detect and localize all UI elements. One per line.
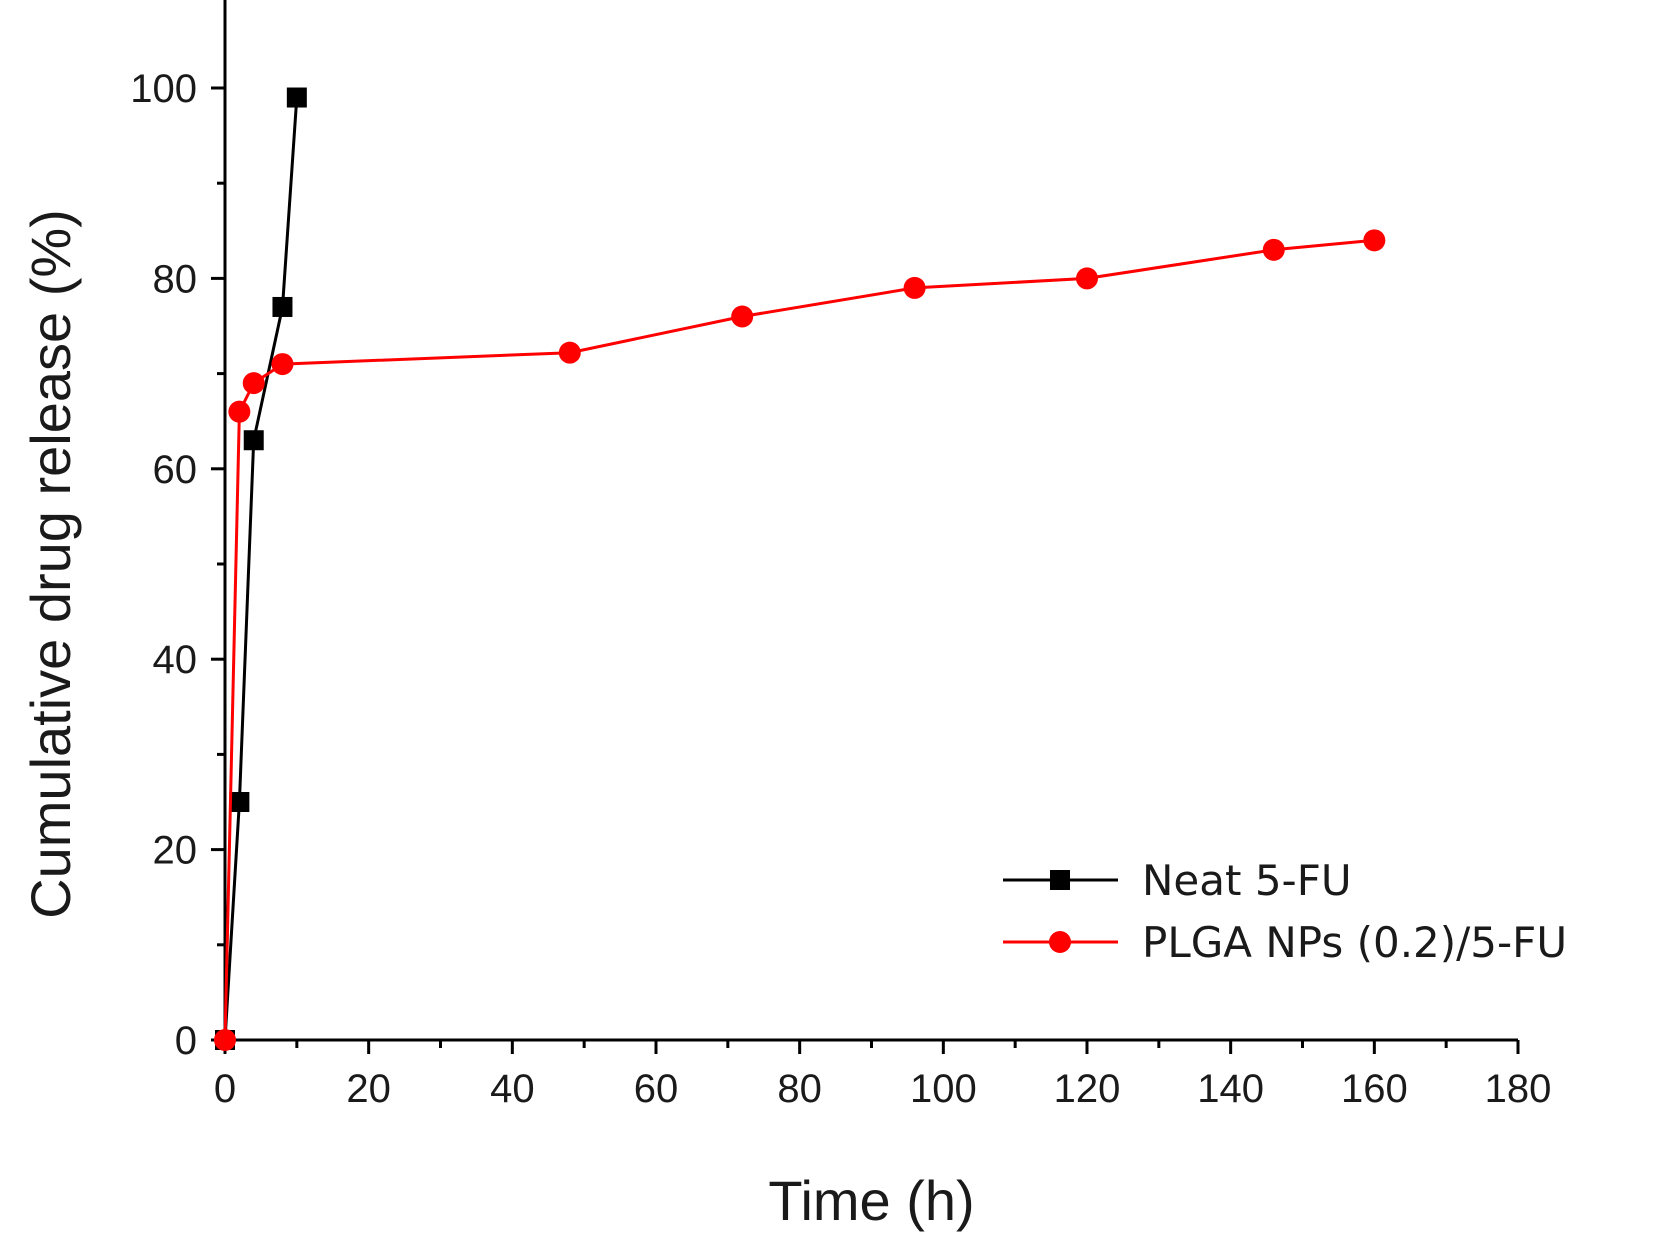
legend: Neat 5-FU PLGA NPs (0.2)/5-FU <box>1003 856 1567 967</box>
x-tick-label: 60 <box>634 1067 679 1111</box>
data-point <box>272 296 293 317</box>
y-tick-label: 80 <box>153 257 198 301</box>
data-point <box>558 341 581 364</box>
y-tick-label: 40 <box>153 638 198 682</box>
x-tick-label: 20 <box>346 1067 391 1111</box>
data-point <box>228 400 251 423</box>
y-tick-label: 20 <box>153 829 198 873</box>
series-line <box>223 238 1375 1041</box>
data-point <box>242 372 265 395</box>
legend-item: Neat 5-FU <box>1003 856 1352 905</box>
x-tick-label: 100 <box>910 1067 977 1111</box>
x-tick-label: 40 <box>490 1067 535 1111</box>
y-tick-label: 0 <box>175 1019 197 1063</box>
y-axis-title: Cumulative drug release (%) <box>19 209 82 919</box>
legend-label: PLGA NPs (0.2)/5-FU <box>1142 918 1567 967</box>
x-tick-label: 120 <box>1054 1067 1121 1111</box>
data-point <box>229 792 250 812</box>
data-point <box>731 305 754 328</box>
x-tick-label: 160 <box>1341 1067 1408 1111</box>
data-point <box>271 353 294 376</box>
legend-marker <box>1050 870 1070 890</box>
y-tick-label: 60 <box>153 448 198 492</box>
data-point <box>243 430 264 451</box>
data-point <box>1262 238 1285 261</box>
x-tick-label: 140 <box>1197 1067 1264 1111</box>
legend-item: PLGA NPs (0.2)/5-FU <box>1003 918 1567 967</box>
data-point <box>286 87 307 108</box>
data-point <box>903 276 926 299</box>
axes: 0 20 40 60 80 100 120 140 160 180 0 20 40 60 80 100 <box>130 0 1551 1111</box>
series-2 <box>214 229 1386 1051</box>
x-tick-label: 0 <box>214 1067 236 1111</box>
x-tick-label: 80 <box>777 1067 822 1111</box>
x-axis-title: Time (h) <box>768 1169 974 1232</box>
legend-marker <box>1049 931 1071 953</box>
data-point <box>214 1029 236 1051</box>
series-layer <box>214 87 1386 1051</box>
y-tick-label: 100 <box>130 67 197 111</box>
data-point <box>1363 229 1386 252</box>
x-tick-label: 180 <box>1485 1067 1552 1111</box>
legend-label: Neat 5-FU <box>1142 856 1352 905</box>
data-point <box>1076 267 1098 290</box>
